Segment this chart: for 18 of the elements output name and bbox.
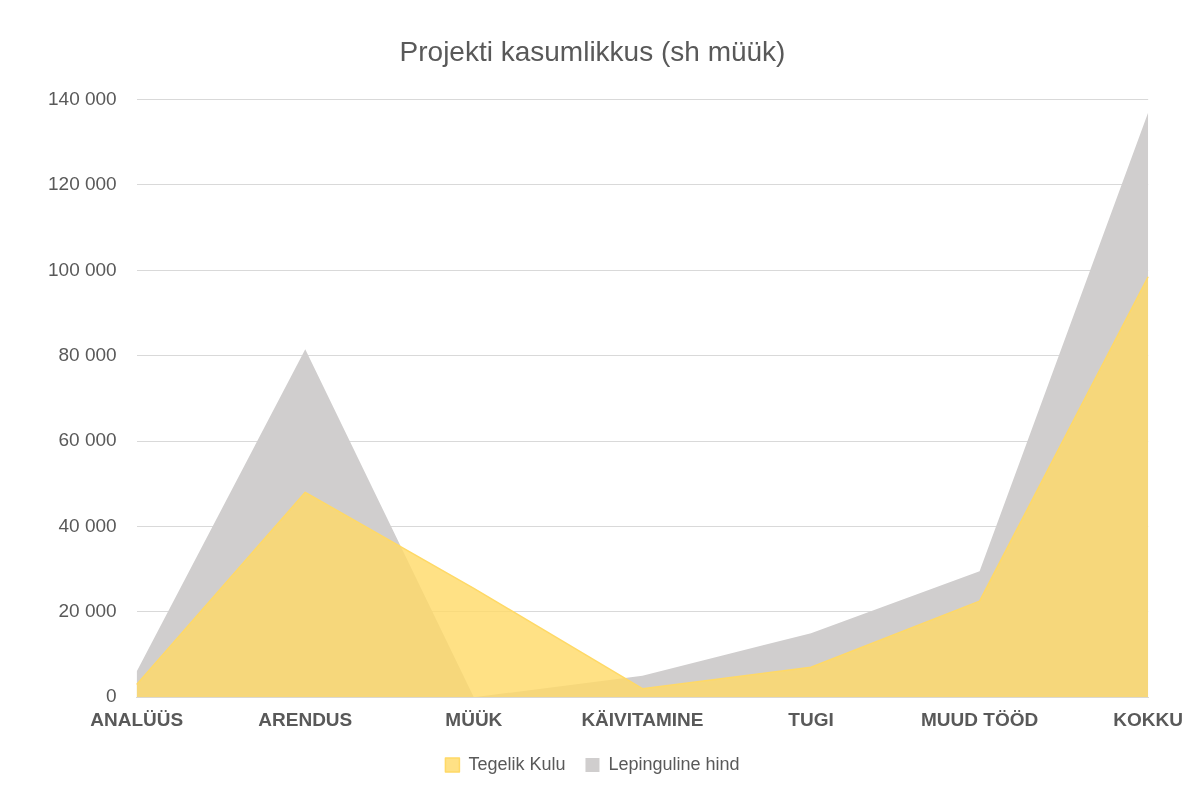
x-tick-label: KOKKU bbox=[1113, 708, 1183, 730]
x-tick-label: ARENDUS bbox=[258, 708, 353, 730]
y-tick-label: 40 000 bbox=[58, 514, 117, 536]
x-tick-label: ANALÜÜS bbox=[90, 708, 184, 730]
chart-title: Projekti kasumlikkus (sh müük) bbox=[399, 35, 786, 67]
y-tick-label: 140 000 bbox=[47, 87, 117, 109]
y-tick-label: 100 000 bbox=[47, 258, 117, 280]
x-tick-label: MUUD TÖÖD bbox=[921, 708, 1039, 730]
legend-label: Tegelik Kulu bbox=[468, 753, 566, 774]
y-tick-label: 120 000 bbox=[47, 173, 117, 195]
x-tick-label: MÜÜK bbox=[445, 708, 503, 730]
x-tick-label: TUGI bbox=[788, 708, 834, 730]
y-tick-label: 60 000 bbox=[58, 429, 117, 451]
y-tick-label: 80 000 bbox=[58, 343, 117, 365]
x-tick-label: KÄIVITAMINE bbox=[581, 708, 704, 730]
legend-label: Lepinguline hind bbox=[608, 753, 740, 774]
y-tick-label: 0 bbox=[106, 685, 117, 707]
y-tick-label: 20 000 bbox=[58, 600, 117, 622]
